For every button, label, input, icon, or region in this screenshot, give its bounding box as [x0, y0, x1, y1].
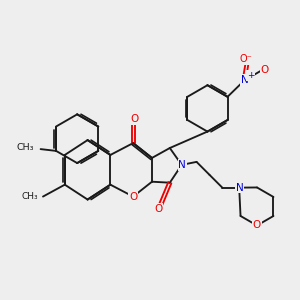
Text: O: O: [129, 192, 137, 202]
Text: N: N: [241, 75, 249, 85]
Text: +: +: [247, 71, 254, 80]
Text: N: N: [178, 160, 186, 170]
Text: O: O: [260, 65, 269, 75]
Text: O⁻: O⁻: [239, 54, 252, 64]
Text: CH₃: CH₃: [22, 192, 38, 201]
Text: CH₃: CH₃: [16, 143, 34, 152]
Text: O: O: [154, 204, 163, 214]
Text: O: O: [253, 220, 261, 230]
Text: N: N: [236, 183, 244, 193]
Text: O: O: [130, 114, 139, 124]
